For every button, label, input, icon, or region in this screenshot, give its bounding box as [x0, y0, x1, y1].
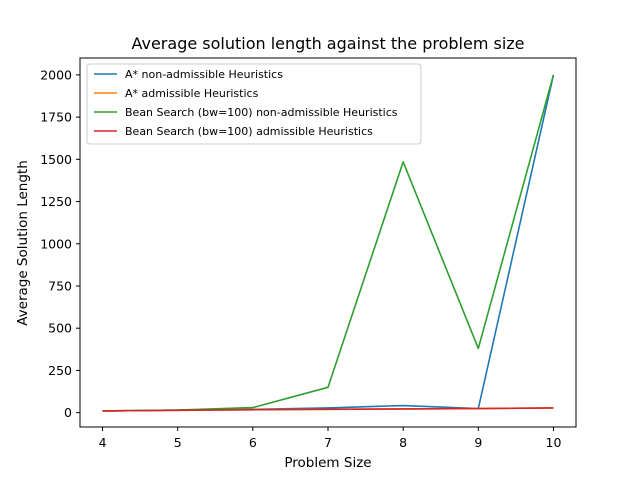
x-tick-label: 4: [99, 435, 107, 450]
y-tick-label: 1500: [40, 152, 72, 167]
y-axis-label: Average Solution Length: [15, 160, 31, 326]
legend-box: [86, 63, 422, 145]
series-lines: [102, 74, 555, 412]
series-line-3: [102, 407, 554, 412]
x-tick-label: 6: [249, 435, 257, 450]
legend: A* non-admissible Heuristics A* admissibl…: [86, 63, 422, 145]
x-tick-label: 10: [546, 435, 562, 450]
x-tick-label: 5: [174, 435, 182, 450]
x-axis-label: Problem Size: [284, 455, 371, 471]
x-tick-label: 8: [399, 435, 407, 450]
y-axis: 0 250 500 750 1000 1250 1500 1750 2000: [40, 67, 80, 420]
legend-entry: A* non-admissible Heuristics: [125, 68, 283, 81]
legend-entry: Bean Search (bw=100) admissible Heuristi…: [125, 125, 373, 138]
y-tick-label: 250: [48, 363, 72, 378]
y-tick-label: 0: [64, 405, 72, 420]
y-tick-label: 1750: [40, 110, 72, 125]
legend-entry: Bean Search (bw=100) non-admissible Heur…: [125, 106, 398, 119]
y-tick-label: 750: [48, 278, 72, 293]
x-tick-label: 7: [324, 435, 332, 450]
y-tick-label: 1000: [40, 236, 72, 251]
x-tick-label: 9: [474, 435, 482, 450]
chart-title: Average solution length against the prob…: [131, 34, 524, 53]
legend-entry: A* admissible Heuristics: [125, 87, 259, 100]
y-tick-label: 1250: [40, 194, 72, 209]
y-tick-label: 2000: [40, 67, 72, 82]
y-tick-label: 500: [48, 321, 72, 336]
x-axis: 4 5 6 7 8 9 10: [99, 427, 562, 450]
